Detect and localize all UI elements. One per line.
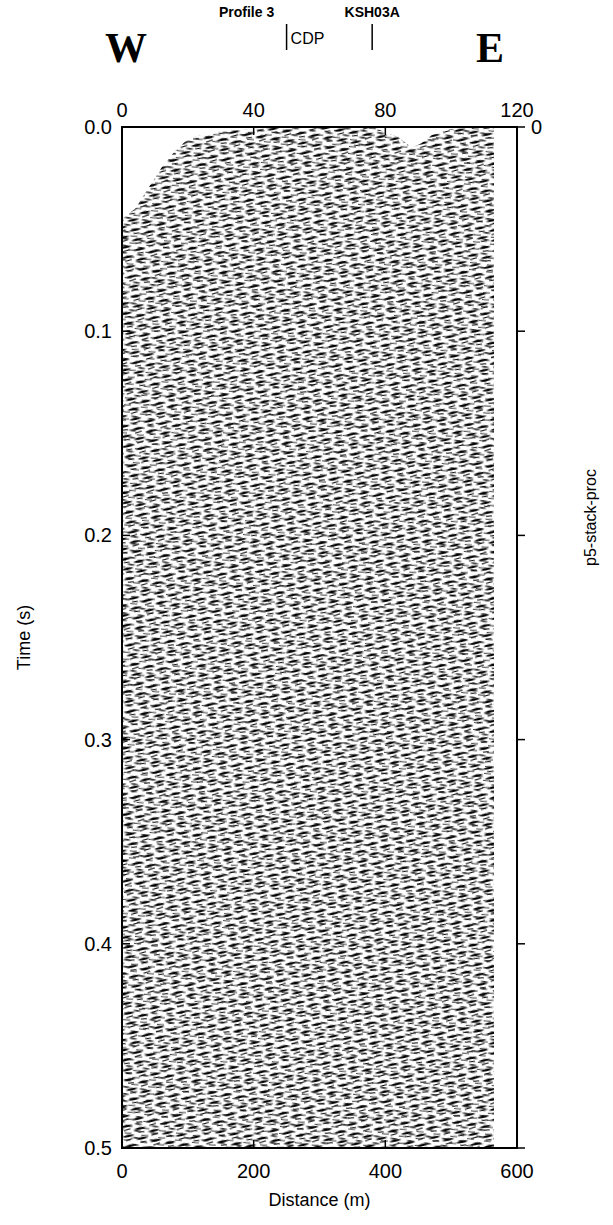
annotation-label: Profile 3	[219, 4, 274, 20]
x-tick-label: 0	[116, 1160, 127, 1182]
y-tick-label: 0.5	[84, 1137, 112, 1159]
x-tick	[121, 1140, 123, 1148]
y-tick-right	[517, 330, 525, 332]
y-tick	[122, 535, 130, 537]
annotation-sublabel: CDP	[291, 30, 325, 47]
y-tick-right	[517, 943, 525, 945]
section	[122, 127, 494, 1148]
x2-tick	[385, 127, 387, 135]
x-tick	[253, 1140, 255, 1148]
y-tick-label: 0.0	[84, 116, 112, 138]
chart: 0.00.10.20.30.40.50020040060004080120Dis…	[0, 0, 613, 1225]
y-tick	[122, 1147, 130, 1149]
panel-label: p5-stack-proc	[582, 469, 599, 566]
x-tick	[516, 1140, 518, 1148]
y-tick-right	[517, 126, 525, 128]
y-tick-label: 0.2	[84, 524, 112, 546]
y-tick-label: 0.4	[84, 933, 112, 955]
seismic-traces	[122, 127, 494, 1148]
x-tick-label: 400	[369, 1160, 402, 1182]
direction-label: W	[105, 25, 147, 71]
x-axis-title: Distance (m)	[268, 1190, 370, 1210]
x-tick	[385, 1140, 387, 1148]
x-tick-label: 200	[237, 1160, 270, 1182]
y-axis-title: Time (s)	[14, 605, 34, 670]
y-tick	[122, 739, 130, 741]
x2-tick	[121, 127, 123, 135]
x2-tick-label: 0	[116, 99, 127, 121]
annotation-label: KSH03A	[345, 4, 400, 20]
x2-tick	[516, 127, 518, 135]
x-tick-label: 600	[500, 1160, 533, 1182]
seismic-traces-overlay	[122, 127, 494, 1148]
annotation-marker	[286, 24, 288, 50]
frame	[122, 127, 517, 1148]
y-tick-label: 0.1	[84, 320, 112, 342]
x2-tick-label: 80	[374, 99, 396, 121]
x2-tick-label: 40	[243, 99, 265, 121]
y-tick-label: 0.3	[84, 729, 112, 751]
y-tick-right	[517, 535, 525, 537]
x2-tick-label: 120	[500, 99, 533, 121]
annotation-marker	[371, 24, 373, 50]
y-tick	[122, 126, 130, 128]
y-tick-right	[517, 1147, 525, 1149]
direction-label: E	[476, 25, 504, 71]
y-tick-right	[517, 739, 525, 741]
y-tick	[122, 330, 130, 332]
y-tick	[122, 943, 130, 945]
x2-tick	[253, 127, 255, 135]
